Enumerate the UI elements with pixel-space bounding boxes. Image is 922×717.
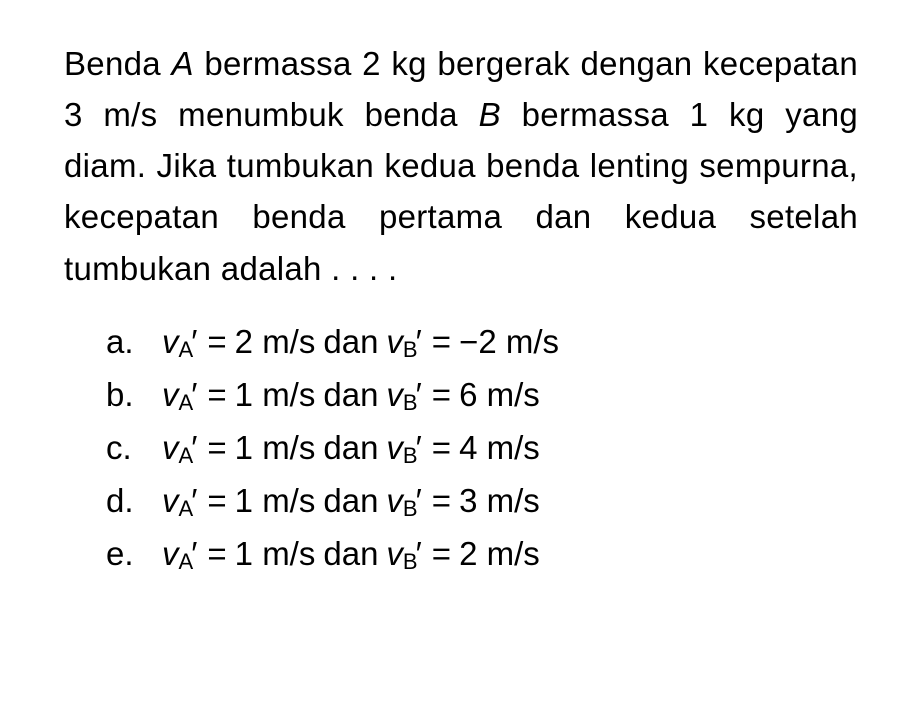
dan: dan: [323, 369, 378, 420]
equals: =: [207, 422, 226, 473]
equals: =: [432, 422, 451, 473]
prime: ′: [191, 475, 197, 526]
option-c: c. vA′ = 1 m/s dan vB′ = 4 m/s: [106, 422, 858, 473]
option-content: vA′ = 1 m/s dan vB′ = 4 m/s: [162, 422, 540, 473]
option-content: vA′ = 1 m/s dan vB′ = 6 m/s: [162, 369, 540, 420]
value-b: 4: [459, 422, 477, 473]
unit: m/s: [262, 528, 315, 579]
q-text-7: tumbukan adalah . . . .: [64, 250, 397, 287]
var-v: v: [386, 369, 403, 420]
var-v: v: [162, 475, 179, 526]
var-v: v: [162, 316, 179, 367]
value-a: 1: [235, 475, 253, 526]
value-b: 3: [459, 475, 477, 526]
options-list: a. vA′ = 2 m/s dan vB′ = −2 m/s b. vA′ =…: [64, 316, 858, 580]
prime: ′: [416, 528, 422, 579]
option-letter: b.: [106, 369, 162, 420]
value-b: 2: [459, 528, 477, 579]
prime: ′: [416, 369, 422, 420]
option-letter: d.: [106, 475, 162, 526]
q-text-6: benda pertama dan kedua setelah: [252, 198, 858, 235]
prime: ′: [416, 422, 422, 473]
q-var-A: A: [171, 45, 193, 82]
dan: dan: [323, 528, 378, 579]
unit: m/s: [262, 316, 315, 367]
unit: m/s: [262, 369, 315, 420]
var-v: v: [162, 528, 179, 579]
dan: dan: [323, 422, 378, 473]
option-d: d. vA′ = 1 m/s dan vB′ = 3 m/s: [106, 475, 858, 526]
var-v: v: [386, 422, 403, 473]
option-e: e. vA′ = 1 m/s dan vB′ = 2 m/s: [106, 528, 858, 579]
var-v: v: [386, 475, 403, 526]
option-letter: c.: [106, 422, 162, 473]
value-a: 2: [235, 316, 253, 367]
equals: =: [207, 316, 226, 367]
unit: m/s: [487, 369, 540, 420]
var-v: v: [386, 528, 403, 579]
dan: dan: [323, 316, 378, 367]
value-a: 1: [235, 422, 253, 473]
unit: m/s: [487, 528, 540, 579]
unit: m/s: [262, 422, 315, 473]
dan: dan: [323, 475, 378, 526]
value-a: 1: [235, 369, 253, 420]
unit: m/s: [487, 475, 540, 526]
value-b: 6: [459, 369, 477, 420]
option-content: vA′ = 1 m/s dan vB′ = 3 m/s: [162, 475, 540, 526]
equals: =: [432, 475, 451, 526]
equals: =: [432, 369, 451, 420]
prime: ′: [191, 316, 197, 367]
prime: ′: [191, 369, 197, 420]
value-a: 1: [235, 528, 253, 579]
option-letter: a.: [106, 316, 162, 367]
q-var-B: B: [479, 96, 501, 133]
option-content: vA′ = 1 m/s dan vB′ = 2 m/s: [162, 528, 540, 579]
prime: ′: [191, 528, 197, 579]
q-text-2: bermassa 2 kg bergerak dengan: [194, 45, 693, 82]
option-content: vA′ = 2 m/s dan vB′ = −2 m/s: [162, 316, 559, 367]
prime: ′: [416, 475, 422, 526]
unit: m/s: [506, 316, 559, 367]
option-letter: e.: [106, 528, 162, 579]
var-v: v: [386, 316, 403, 367]
value-b: −2: [459, 316, 497, 367]
option-b: b. vA′ = 1 m/s dan vB′ = 6 m/s: [106, 369, 858, 420]
question-text: Benda A bermassa 2 kg bergerak dengan ke…: [64, 38, 858, 294]
equals: =: [432, 316, 451, 367]
equals: =: [207, 475, 226, 526]
equals: =: [432, 528, 451, 579]
equals: =: [207, 369, 226, 420]
equals: =: [207, 528, 226, 579]
q-text-1: Benda: [64, 45, 171, 82]
option-a: a. vA′ = 2 m/s dan vB′ = −2 m/s: [106, 316, 858, 367]
var-v: v: [162, 369, 179, 420]
var-v: v: [162, 422, 179, 473]
unit: m/s: [487, 422, 540, 473]
prime: ′: [416, 316, 422, 367]
prime: ′: [191, 422, 197, 473]
unit: m/s: [262, 475, 315, 526]
